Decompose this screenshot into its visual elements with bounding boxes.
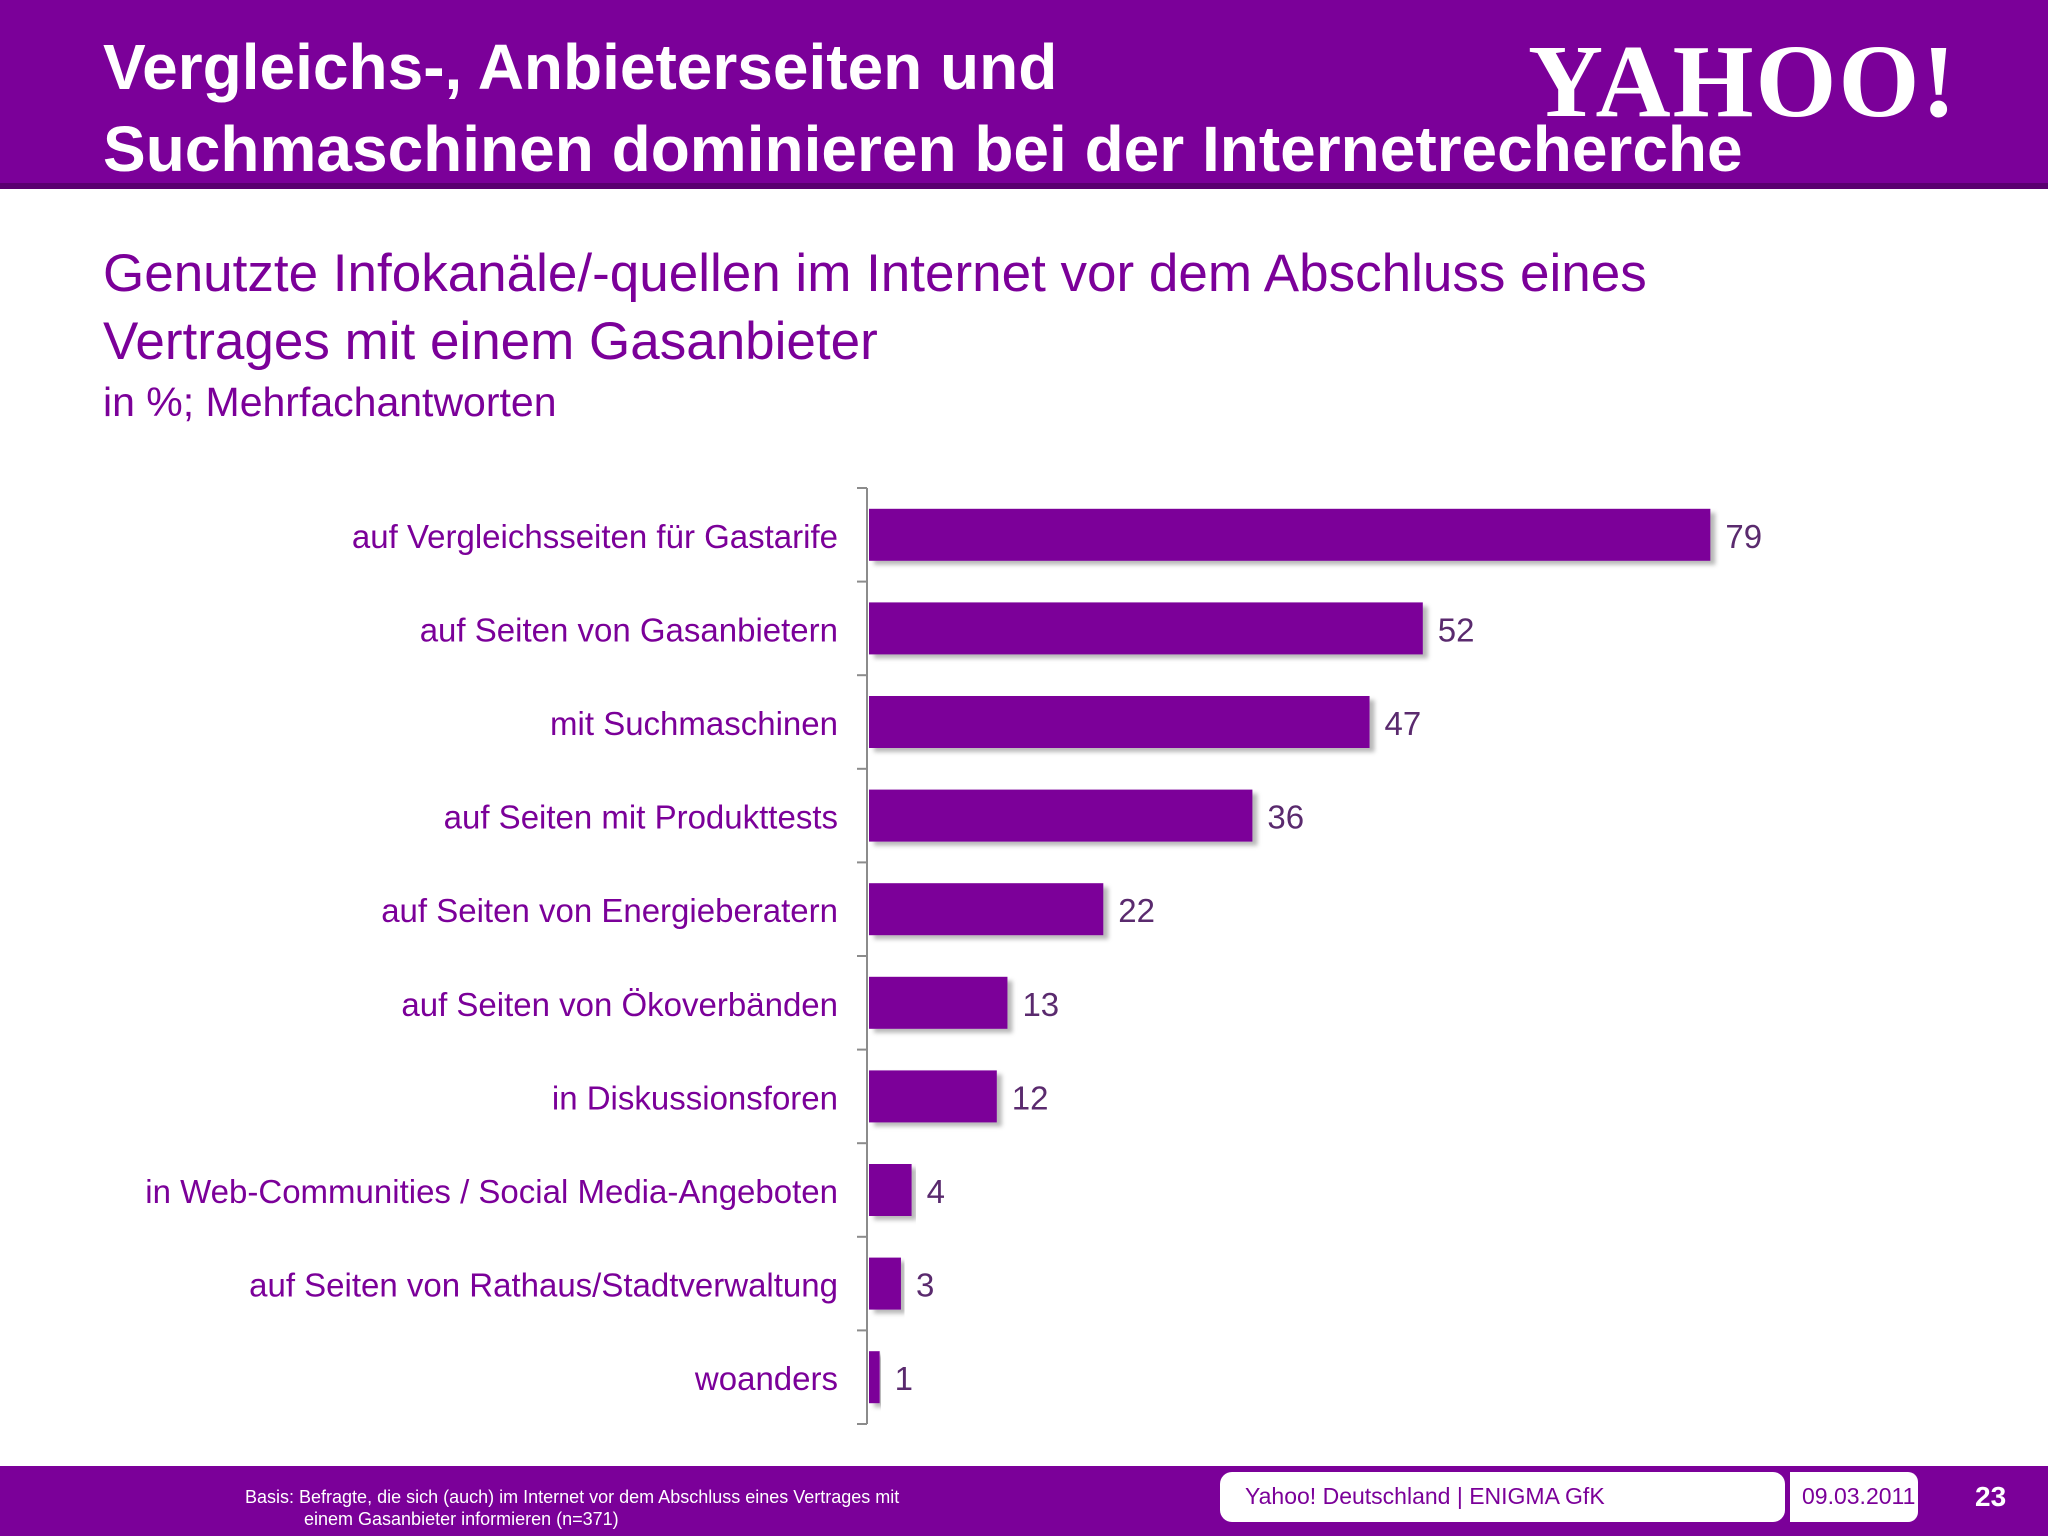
source-box [1220, 1472, 1785, 1522]
page-number: 23 [1975, 1481, 2007, 1512]
category-label: auf Vergleichsseiten für Gastarife [352, 518, 838, 555]
value-label: 79 [1725, 518, 1762, 555]
bar-row: in Diskussionsforen 12 [552, 1070, 1049, 1123]
chart-title-line-1: Genutzte Infokanäle/-quellen im Internet… [103, 244, 1647, 303]
bar-row: auf Vergleichsseiten für Gastarife 79 [352, 508, 1762, 561]
category-label: in Diskussionsforen [552, 1079, 838, 1116]
bar [869, 883, 1104, 936]
bar [869, 696, 1370, 748]
slide-title: Vergleichs-, Anbieterseiten und Suchmasc… [103, 26, 1743, 190]
slide-title-line-1: Vergleichs-, Anbieterseiten und [103, 31, 1058, 103]
source-label: Yahoo! Deutschland | ENIGMA GfK [1245, 1483, 1605, 1509]
category-label: auf Seiten von Rathaus/Stadtverwaltung [249, 1267, 838, 1304]
bar-row: auf Seiten von Ökoverbänden 13 [401, 976, 1059, 1029]
chart-title-line-2: Vertrages mit einem Gasanbieter [103, 312, 878, 371]
bar [869, 976, 1008, 1029]
bar [869, 508, 1711, 561]
bar-row: auf Seiten von Energieberatern 22 [381, 883, 1155, 936]
category-label: auf Seiten von Ökoverbänden [401, 986, 838, 1023]
yahoo-logo: YAHOO! [1528, 24, 1958, 139]
value-label: 52 [1438, 611, 1475, 648]
category-label: auf Seiten von Gasanbietern [420, 611, 838, 648]
bar-chart: auf Vergleichsseiten für Gastarife 79auf … [145, 487, 1762, 1425]
chart-title: Genutzte Infokanäle/-quellen im Internet… [103, 240, 1647, 376]
header-bar: Vergleichs-, Anbieterseiten und Suchmasc… [0, 0, 2048, 189]
value-label: 36 [1267, 799, 1304, 836]
value-label: 47 [1385, 705, 1422, 742]
category-label: mit Suchmaschinen [550, 705, 838, 742]
slide-title-line-2: Suchmaschinen dominieren bei der Interne… [103, 113, 1743, 185]
bar-row: in Web-Communities / Social Media-Angebo… [145, 1164, 945, 1216]
value-label: 4 [927, 1173, 945, 1210]
bar [869, 789, 1253, 842]
basis-line-1: Basis: Befragte, die sich (auch) im Inte… [245, 1487, 900, 1507]
bar-row: auf Seiten von Gasanbietern 52 [420, 602, 1475, 655]
category-label: woanders [694, 1360, 838, 1397]
category-label: auf Seiten mit Produkttests [444, 799, 838, 836]
bar [869, 1164, 912, 1216]
bar-row: auf Seiten mit Produkttests 36 [444, 789, 1304, 842]
category-label: in Web-Communities / Social Media-Angebo… [145, 1173, 838, 1210]
bar [869, 1257, 901, 1310]
value-label: 13 [1022, 986, 1059, 1023]
basis-note: Basis: Befragte, die sich (auch) im Inte… [245, 1486, 899, 1530]
bar-row: mit Suchmaschinen 47 [550, 696, 1421, 748]
value-label: 1 [895, 1360, 913, 1397]
chart-unit-note: in %; Mehrfachantworten [103, 379, 557, 425]
date-label: 09.03.2011 [1802, 1483, 1916, 1509]
category-label: auf Seiten von Energieberatern [381, 892, 838, 929]
bar-row: auf Seiten von Rathaus/Stadtverwaltung 3 [249, 1257, 934, 1310]
value-label: 3 [916, 1267, 934, 1304]
bar [869, 602, 1423, 655]
bar [869, 1070, 997, 1123]
basis-line-2: einem Gasanbieter informieren (n=371) [304, 1509, 619, 1529]
bar [869, 1351, 880, 1404]
value-label: 22 [1118, 892, 1155, 929]
bar-row: woanders 1 [694, 1351, 913, 1404]
date-box [1790, 1472, 1918, 1522]
value-label: 12 [1012, 1079, 1049, 1116]
